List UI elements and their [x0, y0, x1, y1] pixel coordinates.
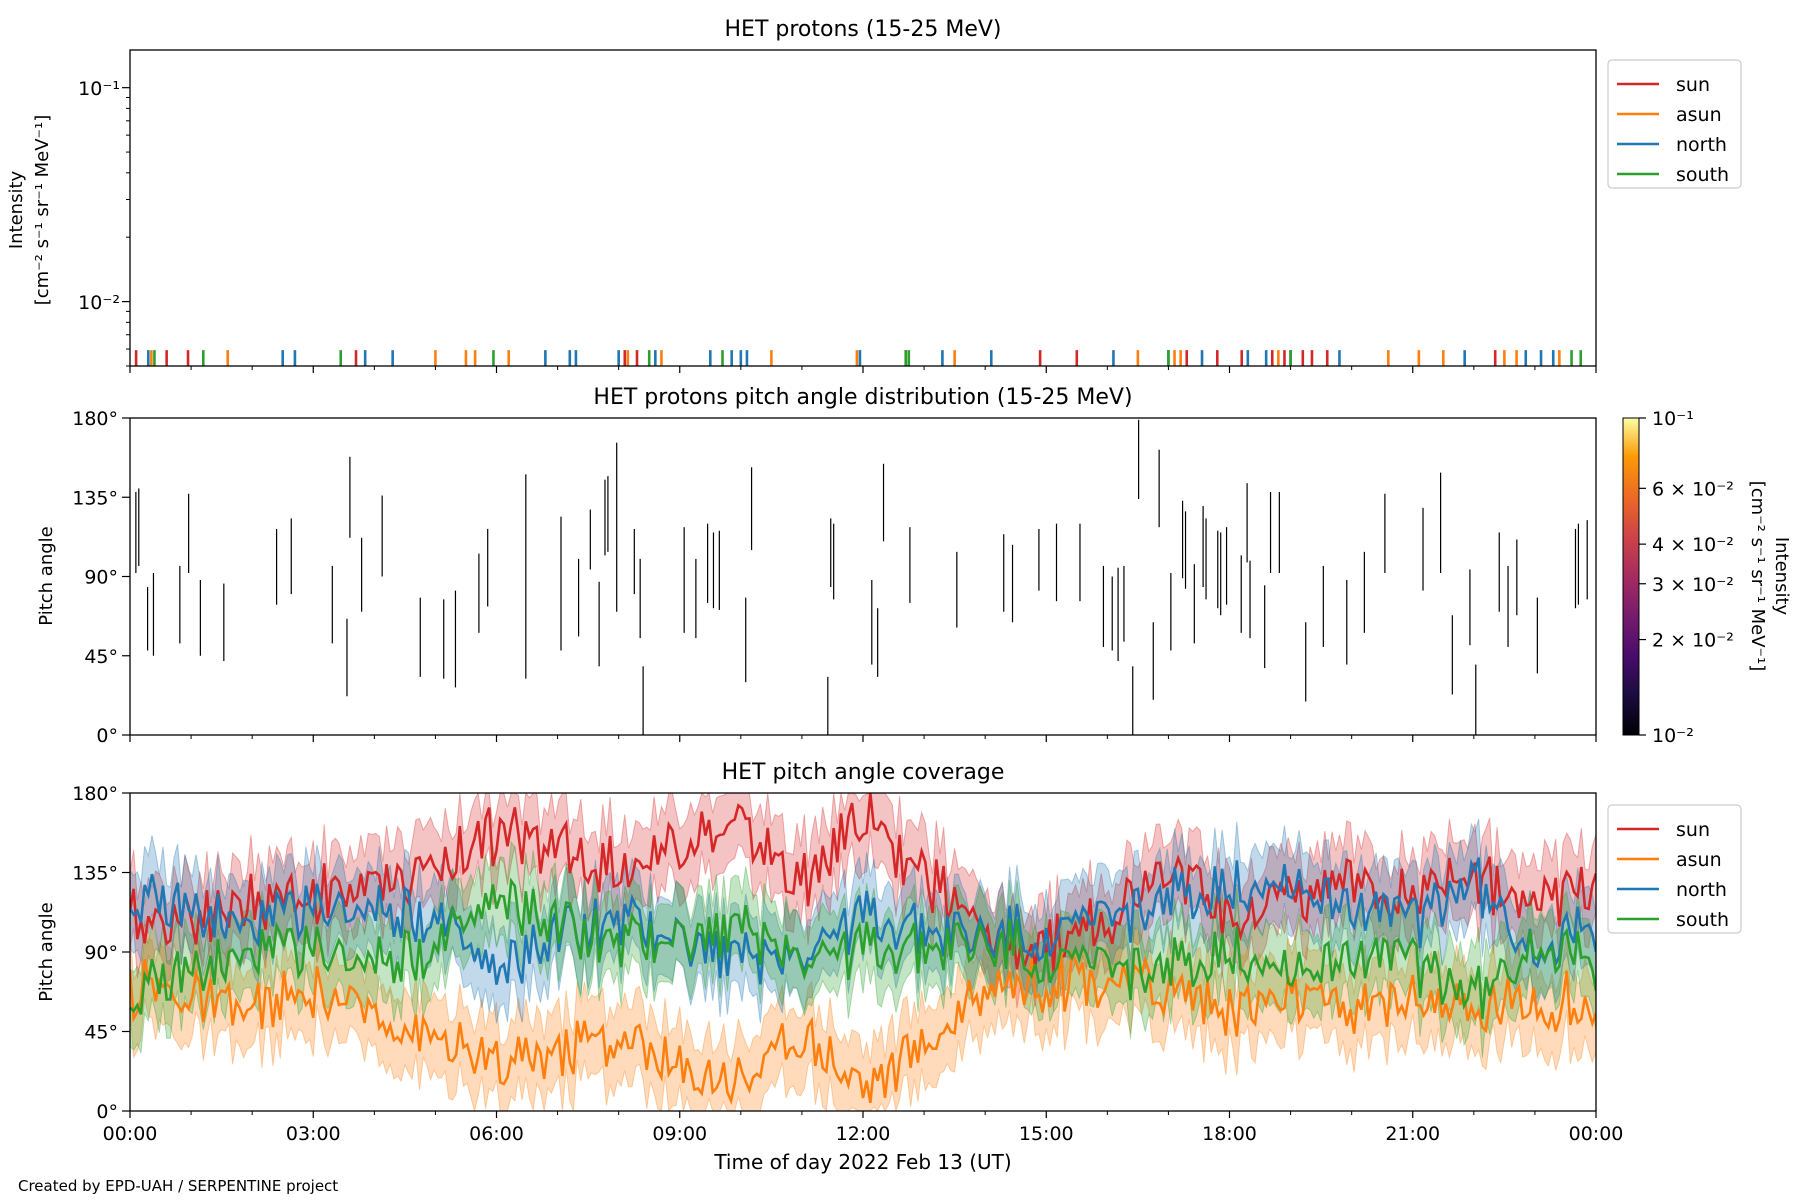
coverage-xtick-label: 00:00: [103, 1123, 158, 1145]
pad-yaxis: 0° 45° 90° 135° 180°: [72, 408, 130, 747]
pad-title: HET protons pitch angle distribution (15…: [593, 385, 1132, 410]
coverage-yaxis: 0° 45° 90° 135° 180°: [72, 783, 130, 1123]
intensity-panel: HET protons (15-25 MeV) 10⁻¹ 10⁻² Intens…: [6, 17, 1742, 367]
intensity-ylabel: Intensity: [6, 170, 27, 249]
colorbar-label: Intensity: [1771, 537, 1792, 616]
pad-plot-area: [135, 419, 1588, 735]
coverage-south-line: [130, 877, 1596, 1020]
colorbar-label-units: [cm⁻² s⁻¹ sr⁻¹ MeV⁻¹]: [1747, 481, 1768, 672]
colorbar-tick-label: 10⁻²: [1652, 725, 1694, 747]
intensity-axes-frame: [129, 49, 1597, 367]
coverage-xtick-label: 21:00: [1385, 1123, 1440, 1145]
coverage-title: HET pitch angle coverage: [722, 760, 1005, 785]
coverage-xlabel: Time of day 2022 Feb 13 (UT): [713, 1150, 1011, 1174]
coverage-north-line: [130, 857, 1596, 985]
pad-ytick-label: 135°: [72, 487, 118, 509]
colorbar-tick-label: 6 × 10⁻²: [1652, 478, 1734, 500]
coverage-xtick-label: 00:00: [1569, 1123, 1624, 1145]
colorbar-ticks: 10⁻¹ 6 × 10⁻² 4 × 10⁻² 3 × 10⁻² 2 × 10⁻² 10⁻²: [1639, 408, 1734, 747]
colorbar-tick-label: 4 × 10⁻²: [1652, 534, 1734, 556]
colorbar-tick-label: 2 × 10⁻²: [1652, 630, 1734, 652]
legend-sun-label: sun: [1676, 74, 1710, 96]
legend-asun-label: asun: [1676, 849, 1722, 871]
pad-ytick-label: 45°: [84, 646, 118, 668]
intensity-plot-area: [134, 350, 1583, 366]
coverage-ytick-label: 180°: [72, 783, 118, 805]
colorbar-gradient: [1622, 417, 1640, 736]
coverage-ytick-label: 45°: [84, 1022, 118, 1044]
intensity-title: HET protons (15-25 MeV): [725, 17, 1002, 42]
shared-xtick-marks: [129, 366, 1597, 1118]
coverage-xtick-label: 03:00: [286, 1123, 341, 1145]
coverage-xtick-label: 09:00: [652, 1123, 707, 1145]
colorbar-tick-label: 3 × 10⁻²: [1652, 574, 1734, 596]
intensity-ylabel-units: [cm⁻² s⁻¹ sr⁻¹ MeV⁻¹]: [32, 115, 53, 306]
coverage-ytick-label: 90°: [84, 942, 118, 964]
pad-ytick-label: 90°: [84, 567, 118, 589]
legend-sun-label: sun: [1676, 819, 1710, 841]
intensity-ytick-label: 10⁻²: [78, 292, 120, 314]
colorbar-tick-label: 10⁻¹: [1652, 408, 1694, 430]
coverage-ytick-label: 135°: [72, 863, 118, 885]
legend-frame: [1607, 59, 1742, 189]
legend-frame: [1607, 804, 1742, 934]
coverage-xtick-label: 18:00: [1202, 1123, 1257, 1145]
legend-south-label: south: [1676, 164, 1729, 186]
coverage-xaxis: 00:00 03:00 06:00 09:00 12:00 15:00 18:00 21:00…: [103, 1123, 1624, 1145]
intensity-yaxis: 10⁻¹ 10⁻²: [78, 78, 130, 367]
coverage-plot-area: [130, 793, 1596, 1111]
intensity-legend: sun asun north south: [1607, 59, 1742, 189]
coverage-xtick-label: 06:00: [469, 1123, 524, 1145]
coverage-asun-line: [130, 947, 1596, 1106]
pad-panel: HET protons pitch angle distribution (15…: [36, 385, 1792, 747]
colorbar: 10⁻¹ 6 × 10⁻² 4 × 10⁻² 3 × 10⁻² 2 × 10⁻² 10⁻²…: [1622, 408, 1792, 747]
coverage-ylabel: Pitch angle: [36, 902, 57, 1001]
pad-ylabel: Pitch angle: [36, 526, 57, 625]
pad-ytick-label: 0°: [96, 725, 118, 747]
legend-south-label: south: [1676, 909, 1729, 931]
pad-ytick-label: 180°: [72, 408, 118, 430]
legend-north-label: north: [1676, 879, 1727, 901]
footer-credit: Created by EPD-UAH / SERPENTINE project: [18, 1177, 338, 1195]
coverage-xtick-label: 15:00: [1019, 1123, 1074, 1145]
legend-north-label: north: [1676, 134, 1727, 156]
coverage-panel: HET pitch angle coverage 0° 45° 90° 135° 180…: [36, 760, 1742, 1174]
coverage-ytick-label: 0°: [96, 1101, 118, 1123]
legend-asun-label: asun: [1676, 104, 1722, 126]
coverage-legend: sun asun north south: [1607, 804, 1742, 934]
intensity-ytick-label: 10⁻¹: [78, 78, 120, 100]
coverage-xtick-label: 12:00: [836, 1123, 891, 1145]
coverage-sun-line: [130, 793, 1596, 973]
